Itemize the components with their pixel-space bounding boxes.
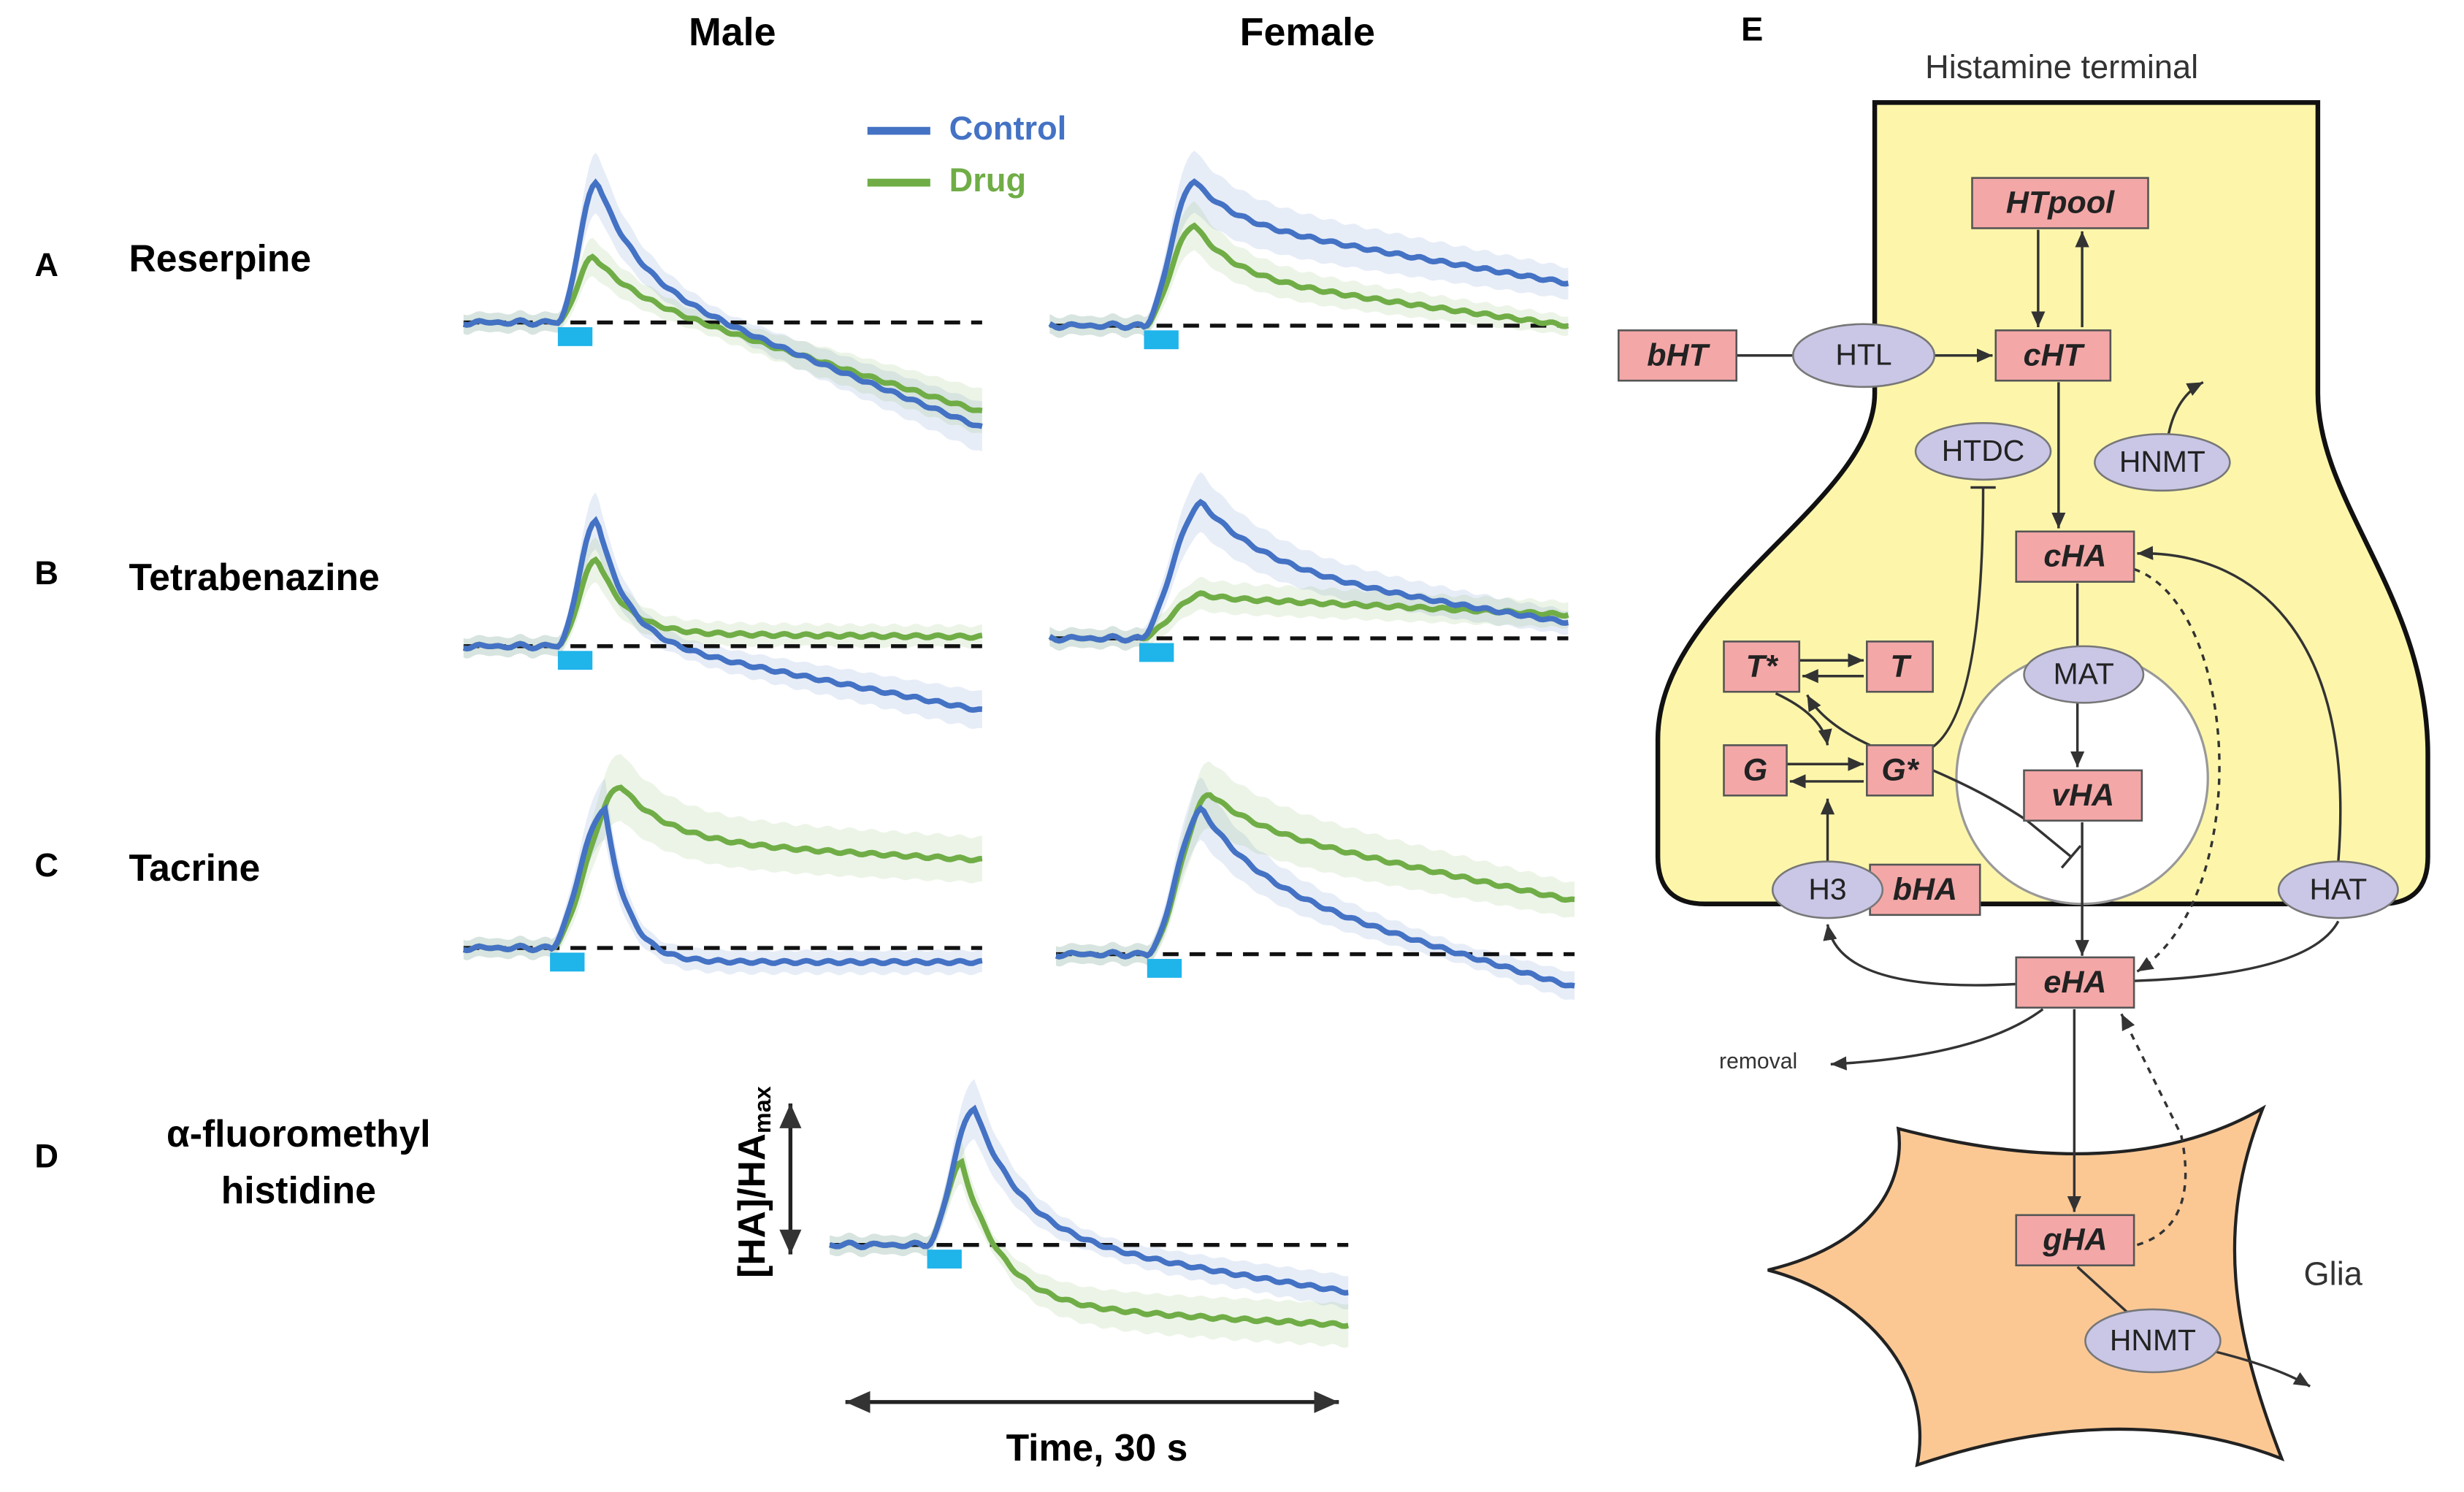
legend-label: Control: [949, 110, 1067, 147]
drug-trace: [462, 556, 983, 652]
species-box: [1869, 863, 1981, 917]
species-label: G*: [1881, 752, 1919, 787]
species-label: bHA: [1893, 872, 1957, 907]
enzyme-label: HNMT: [2119, 445, 2205, 478]
column-header: Male: [689, 10, 776, 54]
stimulus: [927, 1250, 962, 1269]
diagram: bHT HTpool cHT cHA T* T G G* vHA bHA eHA gHA HTL HTDC…: [1618, 177, 2399, 1374]
y-label-sub: max: [749, 1086, 775, 1133]
species-label: G: [1743, 752, 1767, 787]
x-label: Time, 30 s: [1006, 1426, 1188, 1469]
arrows: [779, 229, 2342, 1413]
enzyme-label: HNMT: [2110, 1323, 2196, 1357]
species-box: [1618, 329, 1738, 382]
enzyme-label: H3: [1808, 872, 1846, 906]
control-trace: [1055, 804, 1575, 989]
drug-band: [1056, 762, 1575, 967]
drug-band: [463, 754, 982, 961]
enzyme-label: HTDC: [1942, 434, 2025, 467]
terminal-shape: [1655, 100, 2430, 906]
stimulus: [550, 952, 585, 972]
legend-label: Drug: [949, 161, 1026, 199]
drug-band: [1049, 201, 1569, 338]
enzyme: [1771, 860, 1884, 919]
stimulus: [1144, 330, 1179, 350]
row-label: α-fluoromethyl: [167, 1112, 431, 1155]
species-box: [1723, 640, 1801, 693]
removal-label: removal: [1719, 1049, 1797, 1074]
drug-band: [463, 537, 982, 659]
enzyme-label: HTL: [1835, 338, 1891, 372]
drug-band: [463, 237, 982, 434]
drug-band: [1049, 576, 1569, 651]
species-box: [2023, 769, 2143, 822]
panel-letter: E: [1741, 10, 1763, 47]
row-label: Reserpine: [129, 237, 311, 279]
control-trace: [1048, 178, 1569, 332]
enzyme: [2094, 433, 2231, 492]
enzyme: [1914, 422, 2052, 481]
species-label: eHA: [2043, 965, 2106, 1000]
glia-shape: [1767, 1104, 2285, 1468]
enzyme-label: HAT: [2309, 872, 2367, 906]
species-label: gHA: [2042, 1223, 2107, 1258]
plots: Control Drug: [462, 110, 1575, 1348]
species-box: [2015, 956, 2135, 1009]
row-label: histidine: [221, 1168, 376, 1211]
control-band: [463, 492, 982, 730]
control-band: [1049, 150, 1569, 338]
row-letter: A: [34, 246, 58, 283]
control-trace: [462, 803, 983, 966]
species-label: vHA: [2051, 778, 2114, 813]
stimulus: [557, 327, 593, 346]
species-label: T: [1890, 649, 1912, 684]
species-box: [1994, 329, 2112, 382]
enzyme: [2277, 860, 2399, 919]
enzyme: [1791, 323, 1936, 389]
row-label: Tacrine: [129, 846, 260, 889]
control-trace: [829, 1104, 1349, 1296]
row-letter: D: [34, 1137, 58, 1174]
stimulus: [1139, 643, 1174, 662]
species-label: HTpool: [2006, 185, 2115, 221]
y-label-main: [HA]/HA: [730, 1133, 772, 1278]
species-box: [1866, 744, 1934, 797]
terminal-label: Histamine terminal: [1925, 48, 2198, 85]
species-box: [1723, 744, 1788, 797]
species-label: bHT: [1647, 337, 1710, 372]
y-label: [HA]/HAmax: [730, 1086, 775, 1277]
species-label: cHT: [2024, 337, 2086, 372]
column-header: Female: [1240, 10, 1375, 54]
texts: Male Female A Reserpine B Tetrabenazine …: [34, 10, 2362, 1469]
species-box: [1971, 177, 2149, 229]
row-letter: B: [34, 554, 58, 592]
species-box: [1866, 640, 1934, 693]
species-label: T*: [1746, 649, 1779, 684]
species-box: [2015, 530, 2135, 583]
species-box: [2015, 1214, 2135, 1266]
glia-label: Glia: [2304, 1255, 2363, 1293]
enzyme: [2084, 1308, 2222, 1374]
row-letter: C: [34, 846, 58, 884]
stimulus: [557, 651, 593, 670]
enzyme: [2023, 645, 2145, 704]
control-trace: [462, 178, 983, 429]
control-trace: [1048, 498, 1569, 644]
row-label: Tetrabenazine: [129, 556, 379, 598]
species-label: cHA: [2043, 539, 2106, 574]
enzyme-label: MAT: [2054, 657, 2114, 691]
control-trace: [462, 516, 983, 714]
stimulus: [1147, 959, 1182, 978]
control-band: [830, 1079, 1349, 1310]
